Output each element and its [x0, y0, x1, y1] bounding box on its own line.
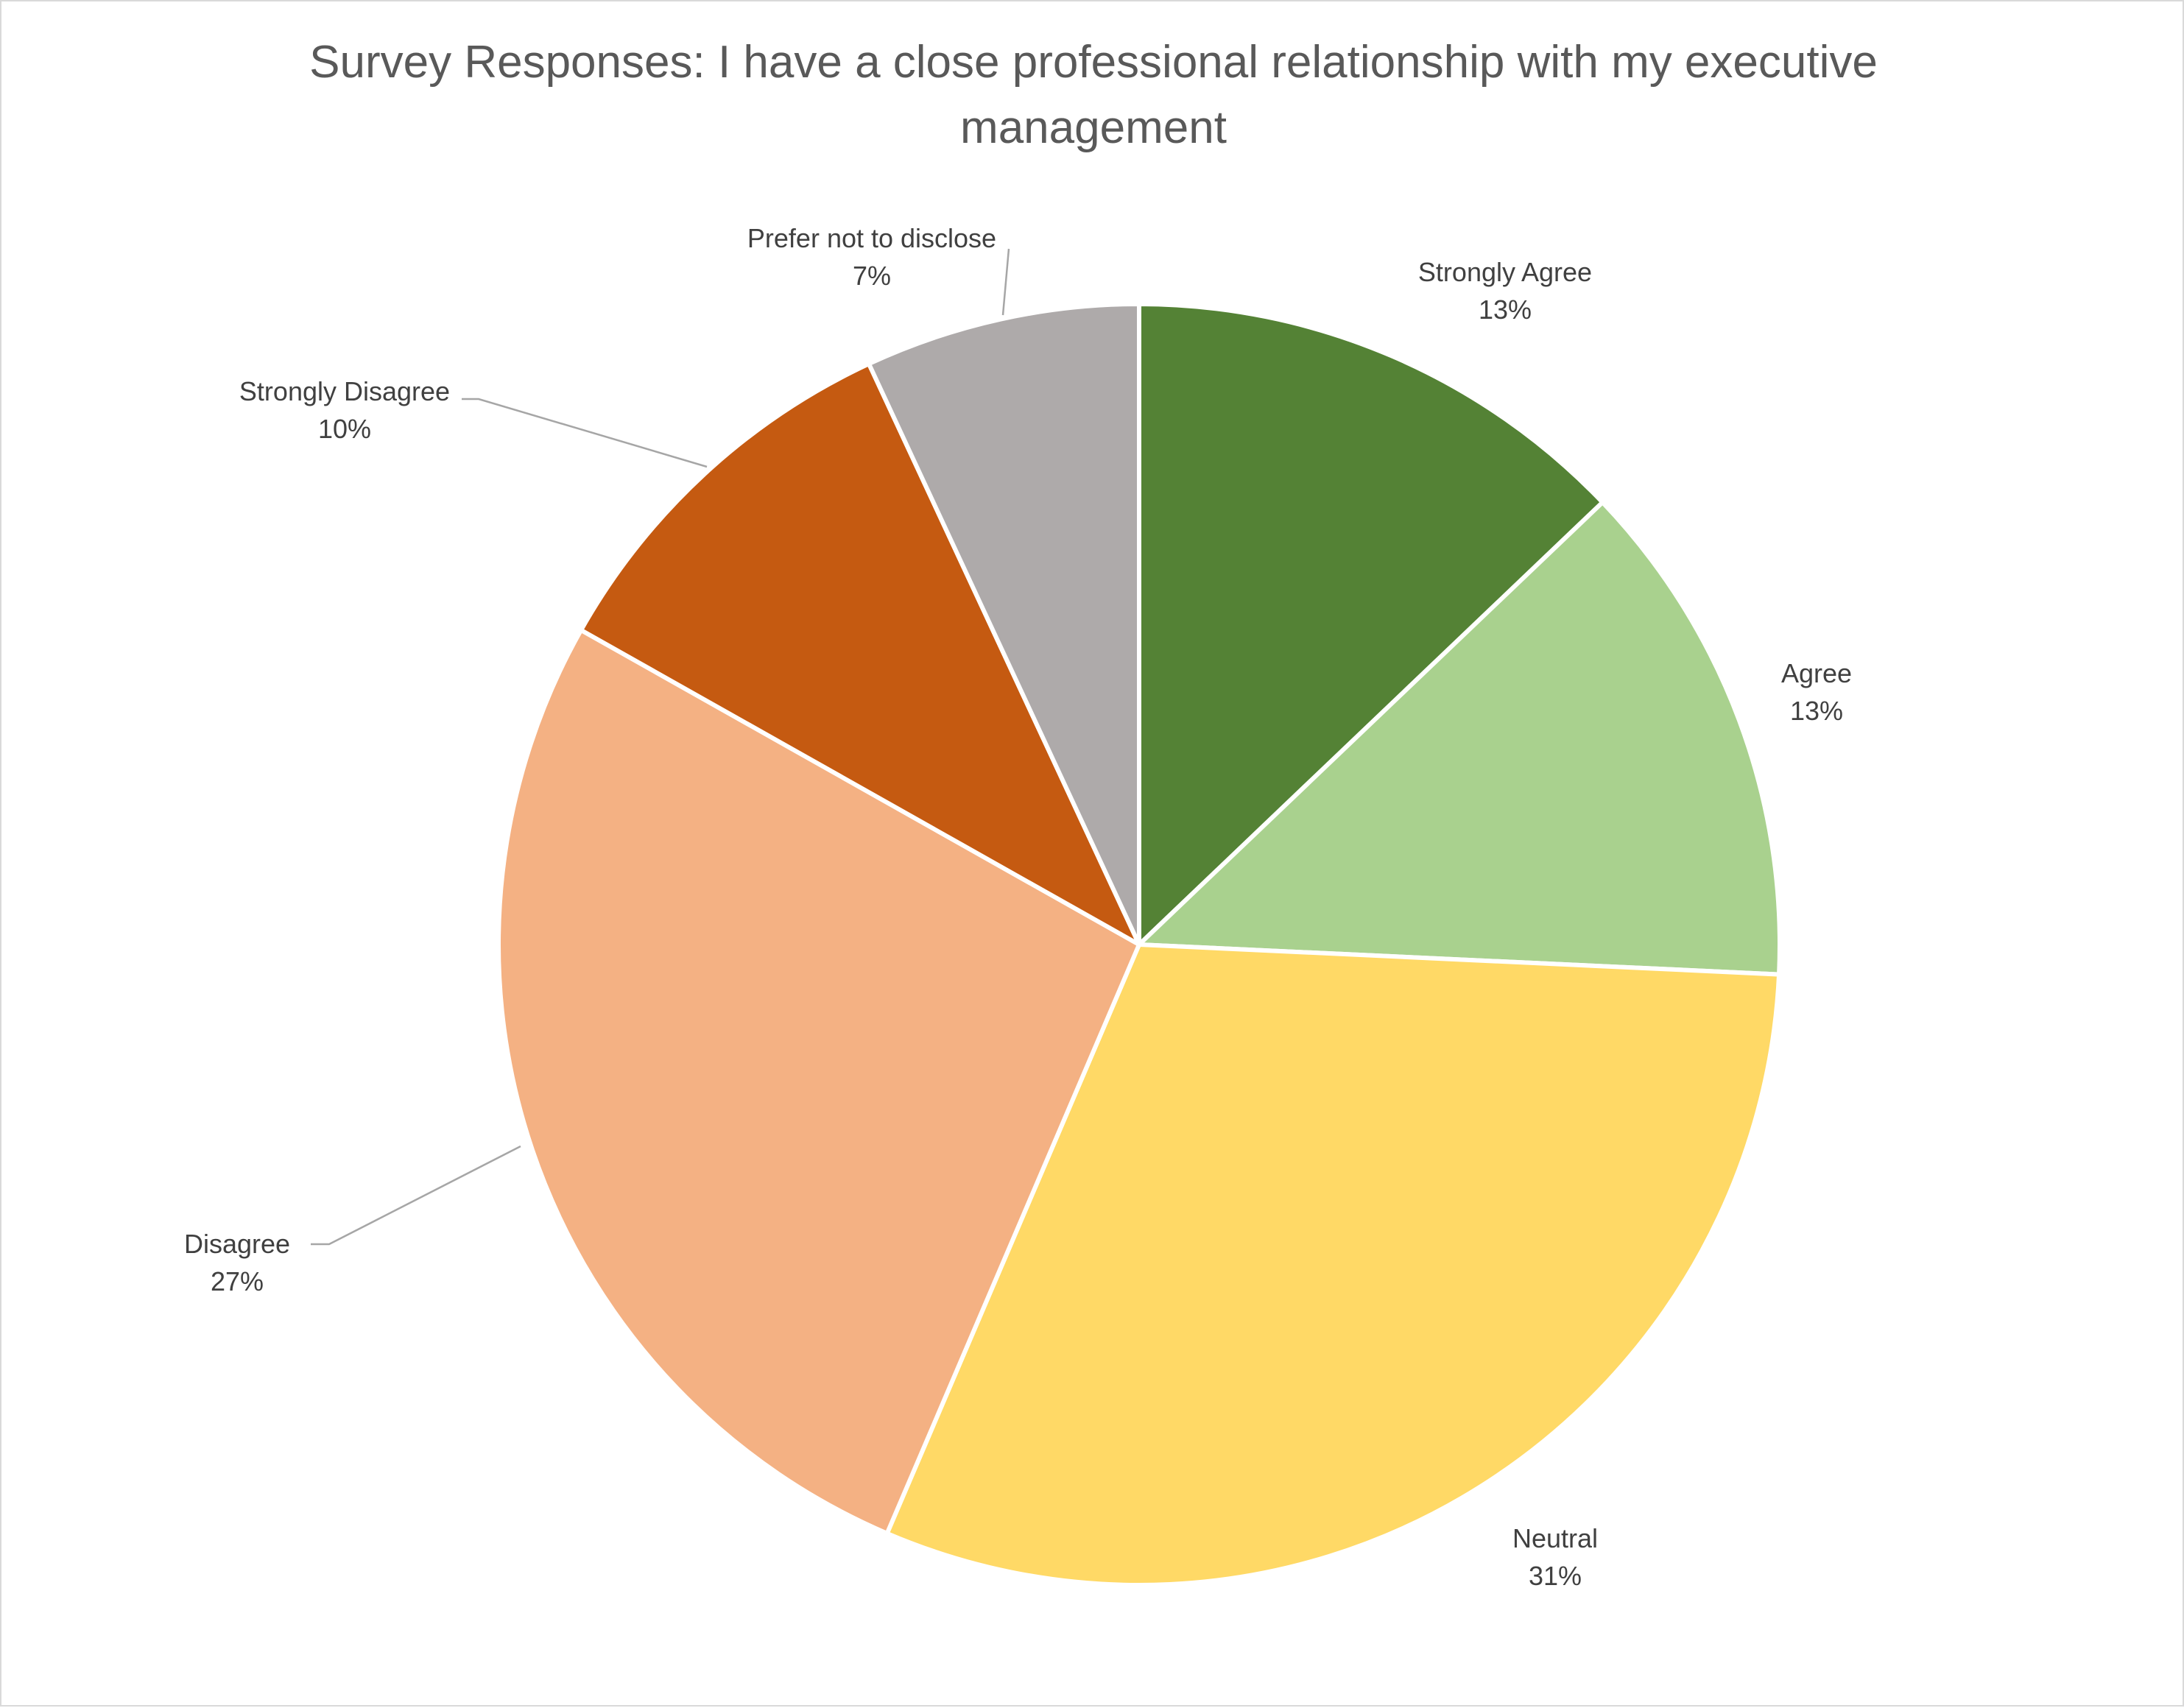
slice-strongly-disagree [579, 361, 1141, 947]
chart-title-line-2: management [960, 102, 1227, 153]
label-category-strongly-agree: Strongly Agree [1418, 257, 1592, 287]
label-value-disagree: 27% [211, 1266, 264, 1296]
label-category-neutral: Neutral [1512, 1523, 1598, 1553]
label-category-agree: Agree [1781, 658, 1852, 688]
slice-prefer-not-to-disclose [867, 302, 1141, 947]
label-value-strongly-agree: 13% [1479, 294, 1532, 325]
label-value-agree: 13% [1790, 696, 1843, 726]
label-category-disagree: Disagree [184, 1229, 290, 1259]
chart-title-line-1: Survey Responses: I have a close profess… [309, 37, 1878, 88]
label-value-prefer-not-to-disclose: 7% [853, 261, 891, 291]
leader-line-prefer-not-to-disclose [1001, 248, 1010, 316]
leader-line-disagree [311, 1145, 521, 1246]
leader-lines [311, 248, 1010, 1246]
label-value-strongly-disagree: 10% [318, 414, 371, 444]
label-category-strongly-disagree: Strongly Disagree [239, 376, 450, 406]
leader-line-strongly-disagree [462, 398, 708, 468]
data-labels: Strongly Agree 13% Agree 13% Neutral 31% Disag… [184, 223, 1852, 1591]
label-category-prefer-not-to-disclose: Prefer not to disclose [747, 223, 996, 253]
label-value-neutral: 31% [1529, 1561, 1582, 1591]
slice-strongly-agree [1137, 302, 1605, 947]
slice-neutral [884, 942, 1782, 1587]
slice-agree [1137, 500, 1782, 977]
pie-slices [496, 302, 1782, 1587]
